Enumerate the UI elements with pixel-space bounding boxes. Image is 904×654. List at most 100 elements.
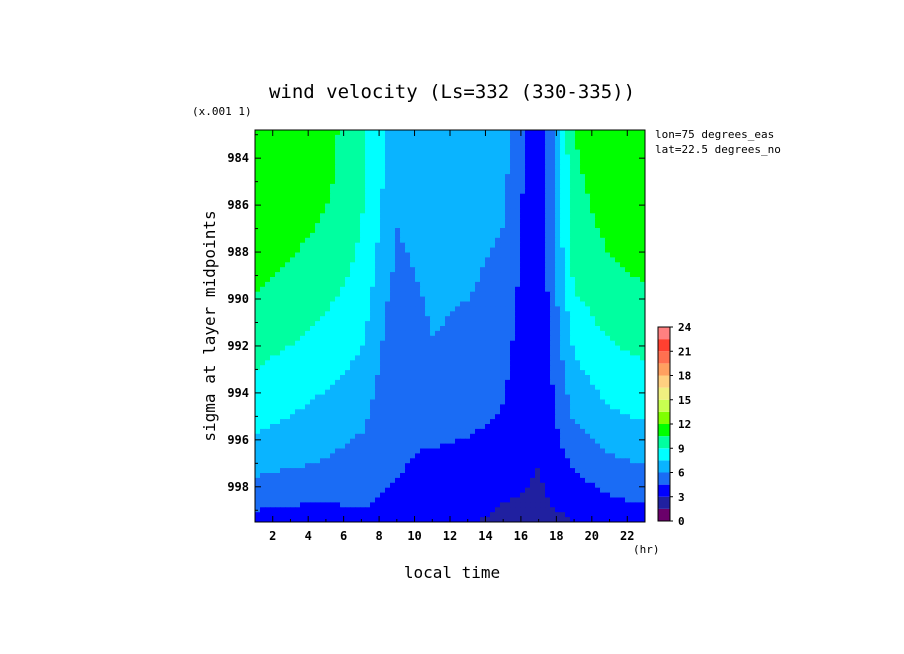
heatmap-cell: [465, 203, 471, 209]
heatmap-cell: [340, 188, 346, 195]
heatmap-cell: [440, 257, 446, 263]
heatmap-cell: [365, 340, 371, 347]
heatmap-cell: [325, 414, 331, 420]
heatmap-cell: [445, 296, 451, 303]
heatmap-cell: [640, 365, 645, 371]
heatmap-cell: [605, 428, 611, 435]
heatmap-cell: [295, 134, 301, 141]
heatmap-cell: [265, 237, 271, 244]
heatmap-cell: [590, 144, 596, 151]
heatmap-cell: [630, 144, 636, 151]
heatmap-cell: [515, 179, 521, 185]
heatmap-cell: [565, 144, 571, 151]
heatmap-cell: [290, 286, 296, 293]
heatmap-cell: [525, 375, 531, 381]
heatmap-cell: [330, 370, 336, 376]
heatmap-cell: [535, 277, 541, 283]
heatmap-cell: [525, 399, 531, 405]
heatmap-cell: [280, 321, 286, 327]
heatmap-cell: [255, 267, 261, 273]
heatmap-cell: [355, 213, 361, 219]
heatmap-cell: [635, 360, 641, 366]
heatmap-cell: [475, 306, 481, 312]
heatmap-cell: [390, 169, 396, 175]
heatmap-cell: [300, 281, 306, 288]
heatmap-cell: [570, 399, 576, 405]
heatmap-cell: [350, 399, 356, 405]
heatmap-cell: [320, 286, 326, 293]
heatmap-cell: [605, 193, 611, 200]
heatmap-cell: [550, 399, 556, 405]
heatmap-cell: [395, 134, 401, 141]
heatmap-cell: [450, 394, 456, 401]
heatmap-cell: [405, 404, 411, 410]
heatmap-cell: [465, 424, 471, 430]
heatmap-cell: [365, 350, 371, 356]
heatmap-cell: [555, 257, 561, 263]
heatmap-cell: [435, 409, 441, 415]
heatmap-cell: [520, 257, 526, 263]
heatmap-cell: [535, 198, 541, 205]
heatmap-cell: [470, 414, 476, 420]
heatmap-cell: [535, 379, 541, 386]
heatmap-cell: [430, 252, 436, 258]
heatmap-cell: [285, 296, 291, 303]
heatmap-cell: [350, 213, 356, 219]
heatmap-cell: [450, 340, 456, 347]
heatmap-cell: [275, 379, 281, 386]
heatmap-cell: [420, 208, 426, 214]
heatmap-cell: [355, 208, 361, 214]
heatmap-cell: [615, 218, 621, 224]
heatmap-cell: [570, 164, 576, 170]
heatmap-cell: [515, 404, 521, 410]
heatmap-cell: [340, 208, 346, 214]
heatmap-cell: [600, 414, 606, 420]
heatmap-cell: [385, 296, 391, 303]
heatmap-cell: [500, 394, 506, 401]
heatmap-cell: [430, 414, 436, 420]
heatmap-cell: [300, 375, 306, 381]
heatmap-cell: [590, 252, 596, 258]
heatmap-cell: [350, 237, 356, 244]
heatmap-cell: [285, 272, 291, 278]
heatmap-cell: [295, 414, 301, 420]
heatmap-cell: [420, 350, 426, 356]
heatmap-cell: [535, 169, 541, 175]
heatmap-cell: [330, 350, 336, 356]
heatmap-cell: [455, 345, 461, 352]
heatmap-cell: [485, 311, 491, 317]
heatmap-cell: [575, 193, 581, 200]
heatmap-cell: [300, 399, 306, 405]
heatmap-cell: [515, 257, 521, 263]
heatmap-cell: [325, 316, 331, 322]
heatmap-cell: [325, 218, 331, 224]
heatmap-cell: [280, 262, 286, 268]
heatmap-cell: [420, 370, 426, 376]
heatmap-cell: [335, 316, 341, 322]
heatmap-cell: [305, 257, 311, 263]
heatmap-cell: [620, 228, 626, 234]
heatmap-cell: [510, 438, 516, 445]
heatmap-cell: [490, 277, 496, 283]
heatmap-cell: [615, 272, 621, 278]
heatmap-cell: [405, 188, 411, 195]
heatmap-cell: [285, 193, 291, 200]
heatmap-cell: [390, 350, 396, 356]
heatmap-cell: [275, 198, 281, 205]
heatmap-cell: [390, 384, 396, 391]
heatmap-cell: [425, 340, 431, 347]
heatmap-cell: [480, 326, 486, 332]
heatmap-cell: [625, 139, 631, 146]
heatmap-cell: [275, 389, 281, 396]
heatmap-cell: [435, 326, 441, 332]
heatmap-cell: [575, 365, 581, 371]
heatmap-cell: [310, 379, 316, 386]
heatmap-cell: [395, 433, 401, 440]
heatmap-cell: [290, 130, 296, 136]
heatmap-cell: [330, 134, 336, 141]
heatmap-cell: [555, 130, 561, 136]
heatmap-cell: [625, 394, 631, 401]
heatmap-cell: [255, 149, 261, 156]
heatmap-cell: [375, 301, 381, 307]
heatmap-cell: [400, 169, 406, 175]
